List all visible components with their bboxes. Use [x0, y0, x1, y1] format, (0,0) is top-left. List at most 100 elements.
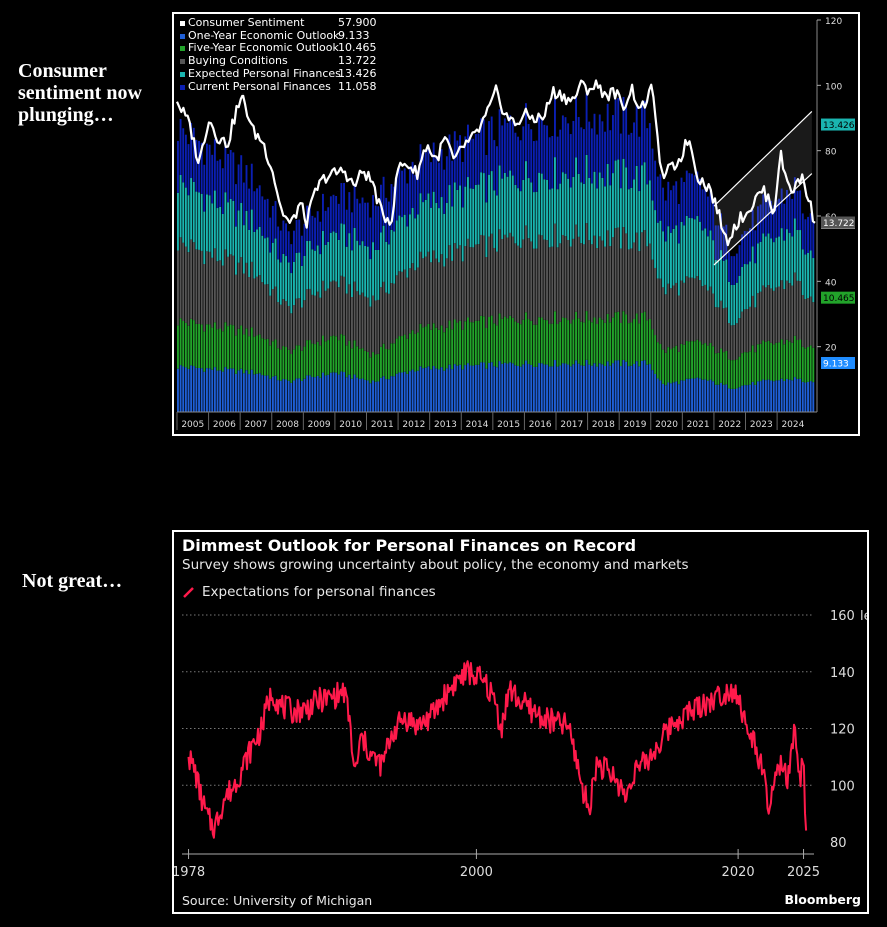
stack-bar-segment [667, 283, 670, 348]
stack-bar-segment [298, 378, 301, 412]
stack-bar-segment [654, 210, 657, 268]
stack-bar-segment [685, 378, 688, 412]
stack-bar-segment [619, 133, 622, 189]
stack-bar-segment [187, 252, 190, 326]
stack-bar-segment [688, 341, 691, 379]
stack-bar-segment [496, 325, 498, 368]
x-tick-label: 2018 [592, 420, 615, 430]
stack-bar-segment [295, 219, 298, 253]
stack-bar-segment [525, 225, 527, 313]
stack-bar-segment [406, 226, 409, 278]
stack-bar-segment [327, 374, 330, 412]
stack-bar-segment [714, 259, 717, 308]
stack-bar-segment [722, 352, 725, 385]
sentiment-chart-panel: 2040608010012057.90013.42613.72210.4659.… [172, 12, 860, 436]
stack-bar-segment [691, 218, 693, 278]
stack-bar-segment [664, 294, 667, 353]
stack-bar-segment [453, 243, 456, 320]
stack-bar-segment [799, 339, 802, 379]
stack-bar-segment [780, 378, 783, 412]
stack-bar-segment [609, 246, 612, 323]
stack-bar-segment [377, 353, 380, 382]
stack-bar-segment [651, 370, 654, 412]
stack-bar-segment [757, 344, 759, 382]
stack-bar-segment [322, 193, 324, 231]
stack-bar-segment [754, 230, 757, 264]
stack-bar-segment [482, 173, 485, 236]
stack-bar-segment [435, 202, 438, 259]
stack-bar-segment [269, 217, 272, 253]
stack-bar-segment [525, 103, 527, 162]
stack-bar-segment [757, 293, 759, 345]
stack-bar-segment [812, 382, 815, 412]
stack-bar-segment [274, 339, 277, 376]
stack-bar-segment [503, 316, 506, 363]
stack-bar-segment [577, 236, 580, 319]
stack-bar-segment [264, 238, 266, 285]
source-note: Source: University of Michigan [182, 893, 373, 908]
stack-bar-segment [630, 365, 633, 412]
stack-bar-segment [580, 182, 583, 244]
stack-bar-segment [617, 98, 620, 160]
stack-bar-segment [540, 317, 543, 364]
stack-bar-segment [248, 336, 251, 375]
stack-bar-segment [704, 228, 707, 285]
stack-bar-segment [256, 229, 258, 277]
stack-bar-segment [506, 318, 509, 364]
stack-bar-segment [327, 241, 330, 289]
stack-bar-segment [609, 322, 612, 366]
stack-bar-segment [651, 259, 654, 330]
stack-bar-segment [182, 182, 185, 243]
stack-bar-segment [517, 366, 519, 412]
stack-bar-segment [572, 176, 575, 239]
legend-value: 13.722 [338, 54, 377, 68]
stack-bar-segment [720, 250, 722, 301]
stack-bar-segment [511, 236, 514, 318]
stack-bar-segment [604, 246, 606, 323]
stack-bar-segment [340, 223, 343, 276]
stack-bar-segment [472, 138, 475, 189]
stack-bar-segment [211, 327, 214, 370]
stack-bar-segment [398, 372, 401, 412]
stack-bar-segment [324, 375, 327, 412]
stack-bar-segment [509, 362, 512, 412]
stack-bar-segment [329, 232, 332, 282]
stack-bar-segment [308, 240, 311, 289]
legend-entry: One-Year Economic Outlook 9.133 [180, 28, 377, 43]
stack-bar-segment [575, 157, 577, 225]
stack-bar-segment [559, 129, 562, 184]
stack-bar-segment [775, 342, 778, 381]
stack-bar-segment [387, 293, 390, 350]
stack-bar-segment [801, 295, 804, 347]
stack-bar-segment [480, 234, 483, 316]
stack-bar-segment [643, 100, 646, 163]
stack-bar-segment [606, 230, 609, 314]
stack-bar-segment [264, 375, 266, 412]
stack-bar-segment [706, 380, 709, 412]
stack-bar-segment [406, 373, 409, 412]
stack-bar-segment [448, 364, 451, 412]
stack-bar-segment [472, 322, 475, 366]
stack-bar-segment [250, 163, 253, 210]
stack-bar-segment [464, 365, 467, 412]
stack-bar-segment [551, 323, 554, 367]
stack-bar-segment [459, 364, 461, 412]
x-tick-label: 2023 [750, 420, 773, 430]
stack-bar-segment [635, 361, 638, 412]
stack-bar-segment [590, 322, 593, 366]
stack-bar-segment [319, 345, 322, 378]
stack-bar-segment [788, 232, 791, 284]
stack-bar-segment [253, 336, 256, 375]
legend-value: 9.133 [338, 28, 370, 42]
stack-bar-segment [316, 375, 319, 412]
stack-bar-segment [735, 282, 738, 324]
stack-bar-segment [656, 278, 659, 343]
stack-bar-segment [206, 368, 208, 412]
stack-bar-segment [409, 168, 411, 215]
stack-bar-segment [198, 249, 200, 324]
stack-bar-segment [503, 234, 506, 317]
stack-bar-segment [793, 335, 796, 378]
stack-bar-segment [456, 140, 459, 190]
stack-bar-segment [356, 198, 359, 241]
stack-bar-segment [229, 324, 232, 369]
